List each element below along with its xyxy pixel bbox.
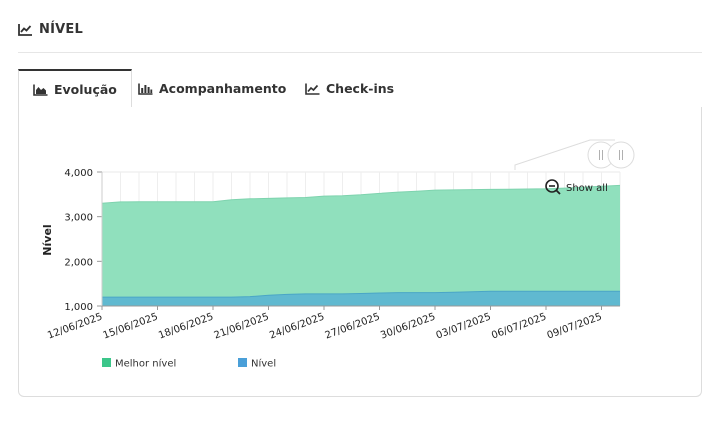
series-nivel-area — [102, 291, 620, 306]
tab-check-ins[interactable]: Check-ins — [305, 69, 394, 108]
legend-swatch — [102, 358, 111, 367]
scroll-track — [514, 139, 615, 170]
bar-chart-icon — [138, 83, 153, 95]
x-tick-label: 06/07/2025 — [490, 311, 548, 341]
legend-swatch — [238, 358, 247, 367]
tab-label: Check-ins — [326, 81, 395, 96]
legend: Melhor nível Nível — [102, 358, 276, 370]
x-tick-label: 12/06/2025 — [46, 311, 104, 341]
y-tick-label: 1,000 — [64, 302, 93, 313]
legend-label: Melhor nível — [115, 358, 176, 370]
scroll-handle-left[interactable] — [587, 141, 615, 169]
panel-title: NÍVEL — [39, 21, 83, 37]
series-melhor-nivel-line — [101, 184, 621, 204]
x-tick-label: 24/06/2025 — [268, 311, 326, 341]
header-divider — [18, 52, 702, 53]
series-layer — [101, 184, 621, 306]
area-chart-icon — [33, 84, 48, 96]
x-tick-label: 15/06/2025 — [102, 311, 160, 341]
series-melhor-nivel-area — [102, 185, 620, 306]
tab-label: Evolução — [54, 82, 117, 97]
show-all-label: Show all — [566, 183, 608, 194]
legend-item[interactable]: Nível — [238, 358, 276, 370]
tab-acompanhamento[interactable]: Acompanhamento — [138, 69, 286, 108]
panel-header: NÍVEL — [18, 18, 83, 40]
zoom-out-icon — [545, 179, 561, 195]
x-tick-label: 03/07/2025 — [435, 311, 493, 341]
x-tick-label: 21/06/2025 — [213, 311, 271, 341]
y-tick-label: 4,000 — [64, 168, 93, 179]
x-tick-label: 27/06/2025 — [324, 311, 382, 341]
x-tick-label: 09/07/2025 — [546, 311, 604, 341]
line-chart-icon — [305, 83, 320, 95]
tab-label: Acompanhamento — [159, 81, 287, 96]
line-chart-icon — [18, 23, 32, 36]
y-axis-label: Nível — [41, 224, 54, 255]
legend-label: Nível — [251, 358, 276, 370]
x-tick-label: 18/06/2025 — [157, 311, 215, 341]
chart-scroll-handles — [514, 139, 635, 170]
x-tick-label: 30/06/2025 — [379, 311, 437, 341]
scroll-handle-right[interactable] — [607, 141, 635, 169]
show-all-button[interactable]: Show all — [545, 179, 608, 195]
y-tick-label: 3,000 — [64, 213, 93, 224]
tab-evolucao[interactable]: Evolução — [18, 69, 132, 109]
series-nivel-line — [102, 290, 620, 298]
legend-item[interactable]: Melhor nível — [102, 358, 176, 370]
y-tick-label: 2,000 — [64, 257, 93, 268]
